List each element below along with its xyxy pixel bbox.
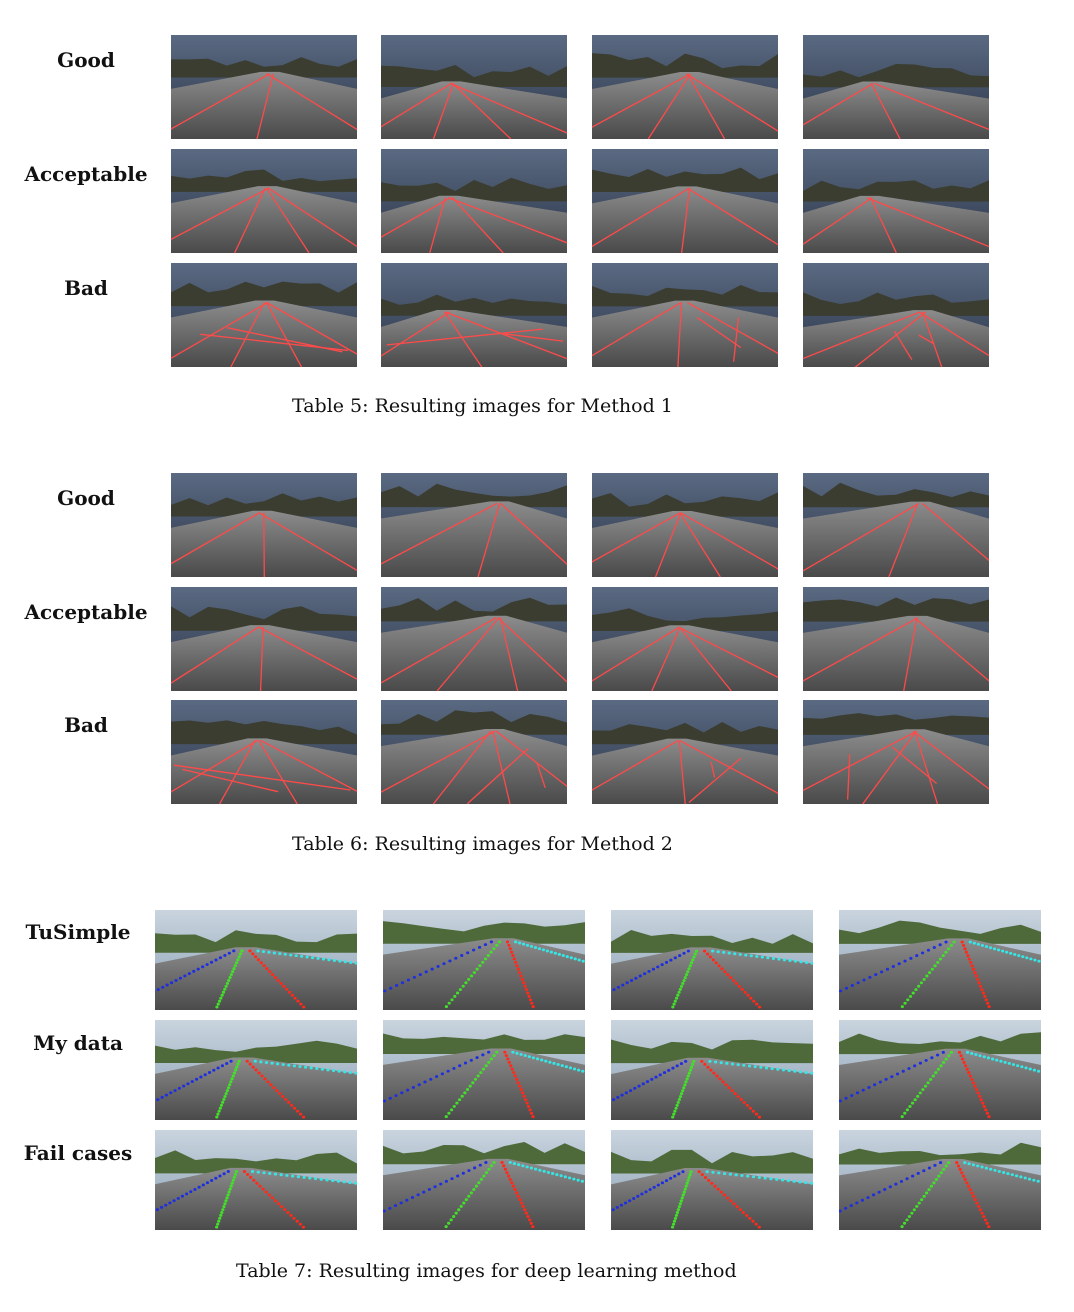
row-label-acceptable: Acceptable <box>24 162 148 186</box>
result-image <box>381 473 567 577</box>
row-label-tusimple: TuSimple <box>25 920 131 944</box>
result-image <box>592 473 778 577</box>
result-image <box>383 1020 585 1120</box>
result-image <box>611 1020 813 1120</box>
result-image <box>803 263 989 367</box>
result-image <box>592 263 778 367</box>
result-image <box>171 473 357 577</box>
result-image <box>611 1130 813 1230</box>
row-label-good: Good <box>57 486 115 510</box>
row-label-my-data: My data <box>33 1031 123 1055</box>
result-image <box>381 263 567 367</box>
result-image <box>839 1020 1041 1120</box>
result-image <box>592 149 778 253</box>
result-image <box>592 35 778 139</box>
result-image <box>171 35 357 139</box>
table-6-caption: Table 6: Resulting images for Method 2 <box>292 833 673 855</box>
result-image <box>839 910 1041 1010</box>
result-image <box>381 35 567 139</box>
result-image <box>381 149 567 253</box>
result-image <box>803 473 989 577</box>
result-image <box>803 700 989 804</box>
row-label-bad: Bad <box>64 276 108 300</box>
result-image <box>155 1130 357 1230</box>
row-label-acceptable: Acceptable <box>24 600 148 624</box>
result-image <box>171 700 357 804</box>
result-image <box>171 263 357 367</box>
result-image <box>155 910 357 1010</box>
result-image <box>383 1130 585 1230</box>
row-label-bad: Bad <box>64 713 108 737</box>
result-image <box>611 910 813 1010</box>
result-image <box>592 587 778 691</box>
table-7-caption: Table 7: Resulting images for deep learn… <box>236 1260 737 1282</box>
result-image <box>381 700 567 804</box>
result-image <box>171 587 357 691</box>
result-image <box>155 1020 357 1120</box>
result-image <box>383 910 585 1010</box>
result-image <box>839 1130 1041 1230</box>
result-image <box>171 149 357 253</box>
row-label-good: Good <box>57 48 115 72</box>
result-image <box>381 587 567 691</box>
result-image <box>803 149 989 253</box>
result-image <box>803 587 989 691</box>
result-image <box>592 700 778 804</box>
row-label-fail-cases: Fail cases <box>23 1141 133 1165</box>
result-image <box>803 35 989 139</box>
table-5-caption: Table 5: Resulting images for Method 1 <box>292 395 673 417</box>
